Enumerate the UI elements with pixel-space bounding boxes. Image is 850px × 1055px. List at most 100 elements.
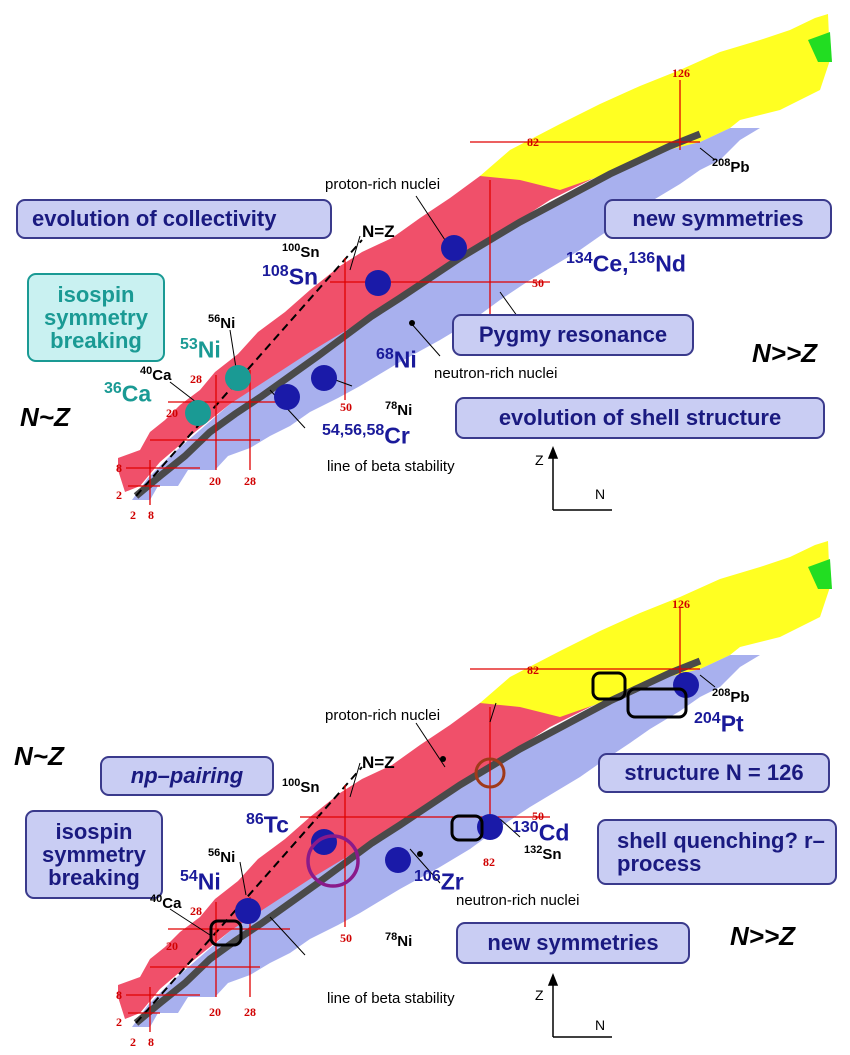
pointer-lines (169, 674, 716, 956)
marker-cr (274, 384, 300, 410)
box-evolution-of-shell-structure: evolution of shell structure (455, 397, 825, 439)
label-neutron-rich: neutron-rich nuclei (434, 365, 558, 382)
nucleus-zr106: 106Zr (414, 868, 464, 895)
nucleus-sn100: 100Sn (282, 242, 320, 261)
box-pygmy-resonance: Pygmy resonance (452, 314, 694, 356)
magic-z2: 2 (116, 488, 122, 502)
label-n-much-greater-z: N>>Z (730, 921, 796, 951)
magic-n50: 50 (340, 931, 352, 945)
green-region (808, 32, 832, 62)
neutron-rich-region (132, 655, 760, 1027)
label-proton-rich: proton-rich nuclei (325, 707, 441, 724)
nucleus-pt204: 204Pt (694, 710, 744, 737)
marker-ni53 (225, 365, 251, 391)
magic-n28: 28 (244, 1005, 256, 1019)
label-n-equals-z: N=Z (362, 222, 395, 241)
magic-number-lines (126, 607, 700, 1032)
box-new-symmetries: new symmetries (456, 922, 690, 964)
magic-n2: 2 (130, 1035, 136, 1049)
nucleus-ni53: 53Ni (180, 336, 221, 363)
axis-arrows (547, 972, 612, 1038)
stable-nuclei-line (133, 130, 702, 499)
nucleus-ni68: 68Ni (376, 346, 417, 373)
magic-z20: 20 (166, 406, 178, 420)
nucleus-ca40: 40Ca (140, 365, 172, 384)
highlight-circle-tc86 (306, 834, 360, 888)
magic-z50: 50 (532, 276, 544, 290)
nuclide-chart-top (118, 14, 832, 511)
nucleus-cr: 54,56,58Cr (322, 422, 410, 449)
nucleus-ce134-nd136: 134Ce,136Nd (566, 250, 686, 277)
green-region (808, 559, 832, 589)
nucleus-ni56: 56Ni (208, 313, 236, 332)
nucleus-tc86: 86Tc (246, 811, 289, 838)
nucleus-cd130: 130Cd (512, 819, 570, 846)
magic-n82: 82 (483, 855, 495, 869)
box-new-symmetries: new symmetries (604, 199, 832, 239)
marker-proton-rich (441, 235, 467, 261)
highlight-box-sn132 (450, 814, 484, 842)
magic-n126: 126 (672, 597, 690, 611)
nucleus-ni56: 56Ni (208, 847, 236, 866)
nucleus-sn100: 100Sn (282, 777, 320, 796)
magic-z82: 82 (527, 135, 539, 149)
magic-z50: 50 (532, 809, 544, 823)
nucleus-pb208: 208Pb (712, 687, 750, 706)
box-evolution-of-collectivity: evolution of collectivity (16, 199, 332, 239)
marker-pt204 (673, 672, 699, 698)
nucleus-pb208: 208Pb (712, 157, 750, 176)
marker-zr106 (385, 847, 411, 873)
label-n-approx-z: N~Z (20, 402, 70, 432)
box-structure-n126: structure N = 126 (598, 753, 830, 793)
axis-z-label: Z (535, 987, 544, 1003)
magic-n8: 8 (148, 508, 154, 522)
magic-z8: 8 (116, 988, 122, 1002)
magic-n20: 20 (209, 474, 221, 488)
axis-n-label: N (595, 486, 606, 502)
box-isospin-symmetry-breaking: isospin symmetry breaking (25, 810, 163, 899)
highlight-box-n126-a (591, 671, 627, 701)
magic-z8: 8 (116, 461, 122, 475)
magic-z2: 2 (116, 1015, 122, 1029)
magic-n50: 50 (340, 400, 352, 414)
magic-z28: 28 (190, 372, 202, 386)
label-n-much-greater-z: N>>Z (752, 338, 818, 368)
label-proton-rich: proton-rich nuclei (325, 176, 441, 193)
marker-sn108 (365, 270, 391, 296)
nucleus-sn108: 108Sn (262, 263, 319, 290)
nucleus-ni78: 78Ni (385, 400, 413, 419)
n-equals-z-line (135, 766, 363, 1024)
heavy-region (480, 14, 830, 190)
axis-n-label: N (595, 1017, 606, 1033)
box-np-pairing: np–pairing (100, 756, 274, 796)
nucleus-ca40: 40Ca (150, 893, 182, 912)
nucleus-ni54: 54Ni (180, 868, 221, 895)
magic-n20: 20 (209, 1005, 221, 1019)
label-beta-stability: line of beta stability (327, 990, 455, 1007)
magic-n126: 126 (672, 66, 690, 80)
marker-cd130 (477, 814, 503, 840)
marker-ca36 (185, 400, 211, 426)
magic-z28: 28 (190, 904, 202, 918)
magic-z82: 82 (527, 663, 539, 677)
neutron-rich-dot (417, 851, 423, 857)
box-isospin-symmetry-breaking: isospin symmetry breaking (27, 273, 165, 362)
nucleus-ni78: 78Ni (385, 931, 413, 950)
marker-ni54 (235, 898, 261, 924)
nucleus-ca36: 36Ca (104, 380, 152, 407)
axis-arrows (547, 445, 612, 511)
label-beta-stability: line of beta stability (327, 458, 455, 475)
highlight-circle-proton-rich (474, 757, 506, 789)
magic-z20: 20 (166, 939, 178, 953)
magic-n2: 2 (130, 508, 136, 522)
stable-nuclei-line (133, 657, 702, 1026)
highlight-box-ca40 (209, 919, 243, 947)
neutron-rich-dot (409, 320, 415, 326)
heavy-region (480, 541, 830, 717)
label-n-equals-z: N=Z (362, 753, 395, 772)
magic-n28: 28 (244, 474, 256, 488)
panel-top: evolution of collectivity new symmetries… (0, 0, 850, 527)
panel-bottom: np–pairing structure N = 126 isospin sym… (0, 527, 850, 1054)
nucleus-sn132: 132Sn (524, 844, 562, 863)
marker-ni68 (311, 365, 337, 391)
